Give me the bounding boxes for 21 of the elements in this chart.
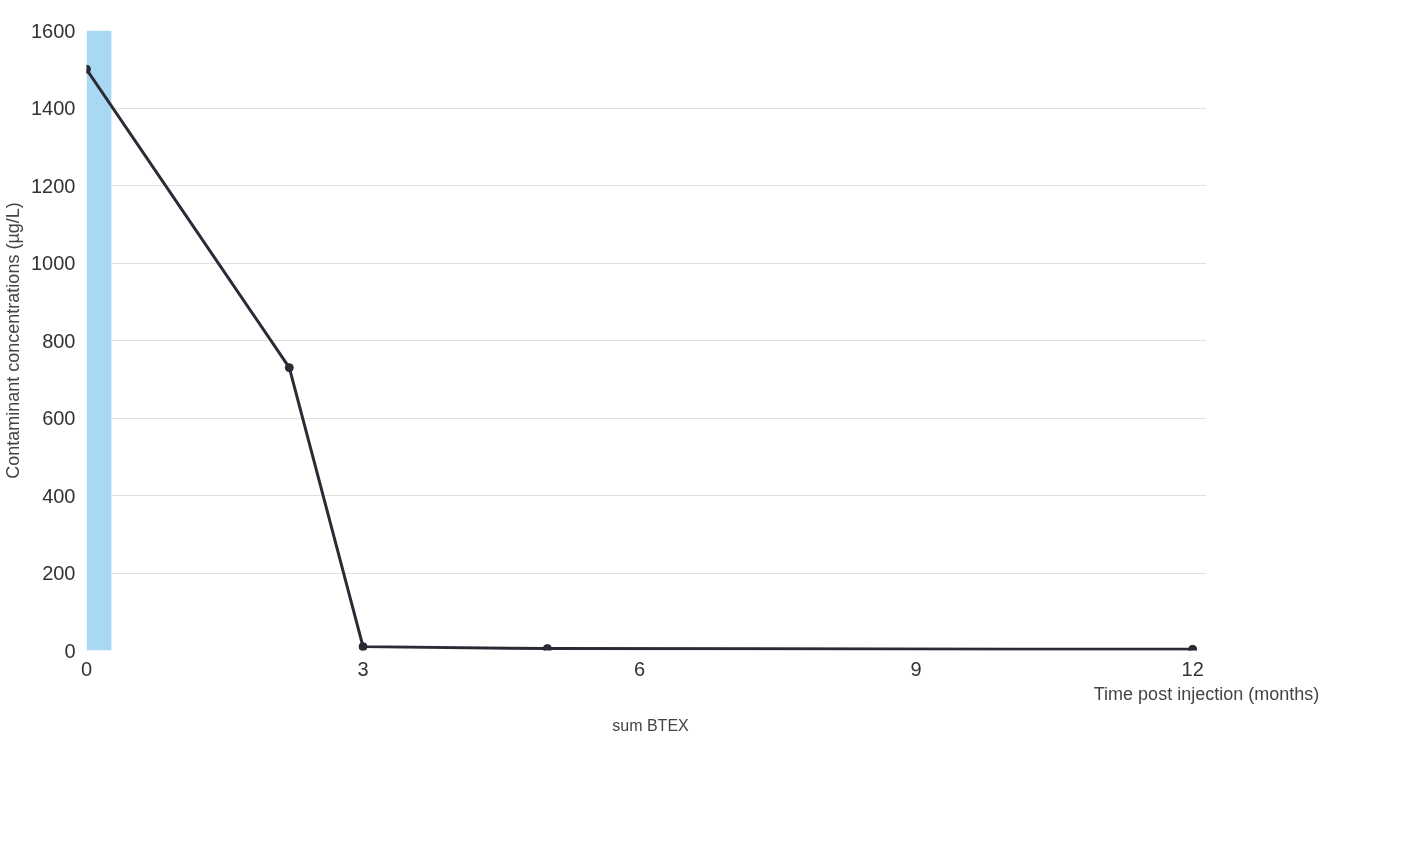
point — [358, 642, 368, 651]
y-tick-label: 800 — [42, 329, 76, 352]
y-tick-label: 1200 — [31, 174, 76, 197]
y-tick-label: 600 — [42, 407, 76, 429]
point — [542, 644, 552, 651]
y-tick-label: 400 — [42, 484, 76, 507]
x-tick-label: 6 — [634, 657, 646, 680]
y-tick-label: 1000 — [31, 252, 76, 274]
point — [1188, 644, 1198, 651]
point — [284, 363, 294, 373]
x-tick-label: 0 — [80, 657, 93, 680]
x-axis-title: Time post injection (months) — [1093, 683, 1320, 704]
text: sum BTEX — [612, 717, 689, 735]
y-axis-title: Contaminant concentrations (µg/L) — [3, 202, 24, 479]
y-tick-label: 0 — [64, 639, 76, 662]
x-tick-label: 9 — [910, 657, 922, 680]
y-tick-label: 1400 — [31, 97, 76, 119]
y-tick-label: 200 — [42, 562, 76, 584]
y-tick-label: 1600 — [31, 19, 76, 42]
x-tick-label: 12 — [1181, 657, 1204, 680]
x-tick-label: 3 — [357, 657, 369, 680]
